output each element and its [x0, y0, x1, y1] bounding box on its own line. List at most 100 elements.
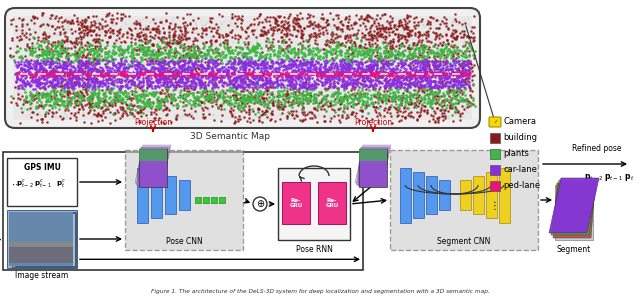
Point — [436, 76, 447, 81]
Point — [141, 89, 151, 94]
Point — [439, 94, 449, 99]
Point — [406, 53, 417, 57]
Point — [218, 94, 228, 99]
Point — [44, 72, 54, 77]
Point — [77, 98, 87, 102]
Point — [418, 86, 428, 91]
Point — [241, 97, 251, 102]
Point — [291, 72, 301, 76]
Point — [64, 94, 74, 99]
Point — [77, 77, 87, 82]
Point — [205, 88, 215, 93]
Point — [179, 17, 189, 21]
Point — [267, 58, 277, 63]
Point — [172, 75, 182, 80]
Point — [231, 26, 241, 31]
Point — [15, 82, 25, 87]
Point — [391, 78, 401, 83]
Point — [74, 71, 84, 75]
Point — [392, 89, 402, 94]
Point — [422, 75, 432, 79]
Point — [460, 86, 470, 91]
Point — [253, 59, 263, 64]
Point — [133, 100, 143, 105]
Point — [459, 70, 469, 75]
Point — [333, 66, 343, 71]
Point — [240, 96, 250, 101]
Point — [97, 72, 107, 76]
Point — [65, 21, 76, 26]
Point — [173, 72, 183, 77]
Point — [74, 54, 84, 59]
Point — [25, 48, 35, 53]
Point — [54, 58, 64, 63]
Point — [14, 15, 24, 20]
Point — [403, 32, 413, 37]
Point — [404, 72, 415, 77]
Point — [57, 45, 67, 49]
Point — [337, 57, 347, 62]
Point — [185, 98, 195, 102]
Point — [82, 72, 92, 77]
Point — [358, 78, 369, 83]
Point — [253, 84, 264, 89]
Point — [399, 66, 409, 71]
Point — [141, 37, 151, 42]
Point — [279, 97, 289, 102]
Point — [332, 72, 342, 76]
Point — [194, 72, 204, 77]
Point — [215, 54, 225, 59]
Point — [362, 67, 372, 72]
Point — [371, 73, 381, 78]
Point — [404, 33, 414, 38]
Point — [296, 66, 306, 70]
Point — [427, 69, 437, 74]
Point — [440, 32, 451, 37]
Point — [276, 61, 286, 66]
Point — [85, 94, 95, 99]
Point — [44, 84, 54, 89]
Point — [290, 75, 300, 80]
Point — [113, 71, 124, 76]
Point — [356, 38, 366, 42]
Point — [106, 44, 116, 49]
Point — [316, 70, 326, 75]
Point — [59, 83, 69, 87]
Point — [122, 78, 132, 83]
Point — [93, 89, 103, 93]
Point — [285, 103, 295, 108]
Point — [248, 97, 258, 102]
Point — [183, 70, 193, 75]
Point — [342, 97, 352, 102]
Point — [195, 81, 205, 86]
Point — [54, 97, 65, 102]
Point — [411, 102, 421, 107]
Point — [236, 100, 246, 105]
Point — [29, 59, 40, 64]
Point — [181, 94, 191, 99]
Point — [377, 36, 387, 40]
Point — [413, 95, 423, 99]
Point — [326, 36, 336, 41]
Point — [316, 107, 326, 112]
Point — [262, 46, 273, 50]
Point — [143, 48, 153, 53]
Point — [60, 18, 70, 23]
Point — [216, 78, 226, 83]
Point — [253, 58, 263, 62]
Point — [60, 77, 70, 82]
Point — [102, 43, 112, 48]
Point — [435, 62, 445, 67]
Point — [239, 40, 250, 45]
Point — [169, 92, 179, 97]
Point — [430, 62, 440, 67]
Point — [362, 46, 372, 50]
Point — [212, 74, 222, 79]
Point — [110, 95, 120, 99]
Point — [439, 56, 449, 61]
Point — [136, 71, 146, 76]
Point — [19, 67, 29, 71]
Point — [462, 61, 472, 66]
Point — [340, 84, 351, 89]
Point — [88, 47, 98, 51]
